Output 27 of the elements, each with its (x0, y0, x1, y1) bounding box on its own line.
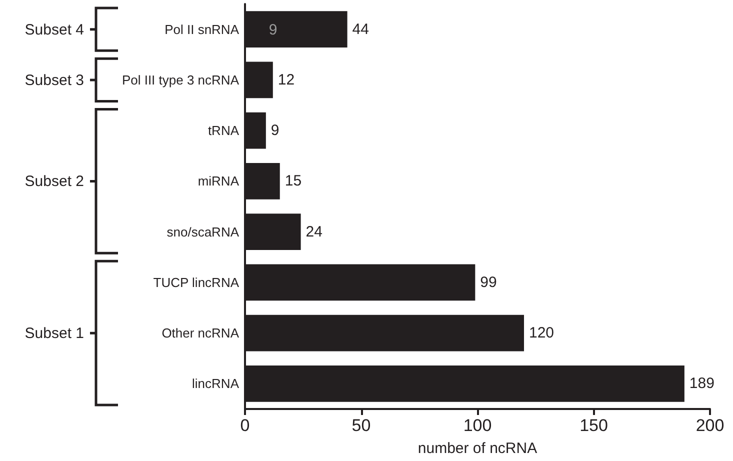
y-tick-label: Pol III type 3 ncRNA (122, 72, 240, 88)
data-label: 12 (278, 71, 295, 88)
annotation: 9 (268, 21, 278, 38)
y-tick-label: Other ncRNA (162, 326, 240, 341)
x-tick-label: 50 (352, 416, 371, 435)
x-tick-label: 150 (580, 416, 608, 435)
text: Subset 3 (24, 72, 84, 89)
y-tick-label: lincRNA (192, 376, 240, 392)
x-tick-label: 0 (240, 416, 250, 435)
data-label: 24 (306, 223, 322, 240)
y-tick-label: TUCP lincRNA (153, 274, 240, 290)
x-axis-title: number of ncRNA (418, 440, 538, 457)
text: Subset 4 (24, 21, 84, 38)
x-tick-label: 100 (463, 416, 492, 435)
data-label: 189 (689, 375, 714, 392)
data-label: 15 (284, 172, 302, 190)
y-tick-label: miRNA (198, 174, 240, 189)
y-tick-label: Pol II snRNA (164, 22, 240, 37)
data-label: 9 (270, 122, 280, 140)
text: Subset 1 (24, 325, 84, 342)
x-tick-label: 200 (696, 416, 724, 435)
data-label: 120 (529, 324, 554, 342)
y-tick-label: sno/scaRNA (166, 224, 240, 240)
data-label: 99 (480, 274, 497, 291)
data-label: 44 (352, 20, 369, 38)
text: Subset 2 (24, 173, 84, 190)
y-tick-label: tRNA (208, 123, 240, 138)
